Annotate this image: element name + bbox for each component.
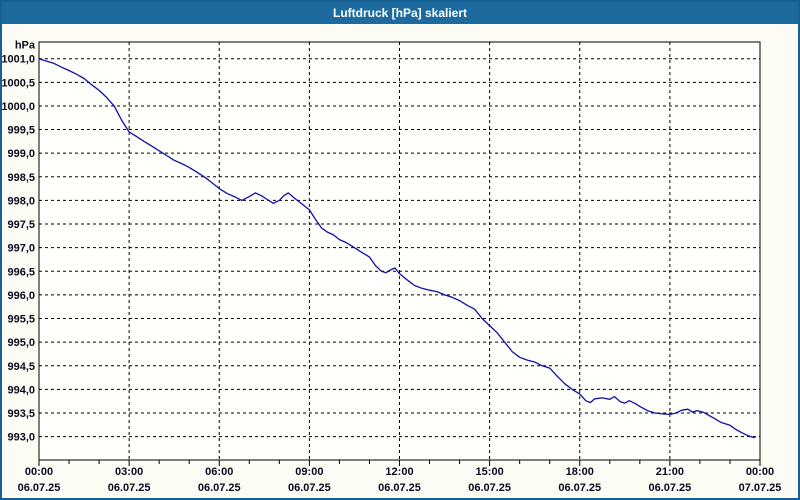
- y-tick-label: 995,0: [7, 337, 35, 349]
- y-tick-label: 1001,0: [2, 54, 35, 66]
- x-tick-date-label: 06.07.25: [288, 482, 331, 494]
- chart-container: 1001,0 1000,5 1000,0 999,5 999,0 998,5 998,0 99…: [1, 24, 798, 498]
- y-tick-label: 1000,0: [2, 101, 35, 113]
- y-tick-label: 994,0: [7, 384, 35, 396]
- x-tick-time-label: 00:00: [25, 466, 53, 478]
- x-tick-time-label: 00:00: [746, 466, 774, 478]
- window-titlebar: Luftdruck [hPa] skaliert: [2, 2, 798, 24]
- x-tick-time-label: 12:00: [385, 466, 413, 478]
- window-title: Luftdruck [hPa] skaliert: [332, 6, 468, 20]
- y-axis-unit-label: hPa: [15, 40, 36, 52]
- x-tick-time-label: 21:00: [656, 466, 684, 478]
- y-tick-label: 999,0: [7, 148, 35, 160]
- x-tick-time-label: 03:00: [115, 466, 143, 478]
- y-tick-label: 993,0: [7, 432, 35, 444]
- y-tick-label: 993,5: [7, 408, 35, 420]
- pressure-line-chart: 1001,0 1000,5 1000,0 999,5 999,0 998,5 998,0 99…: [1, 40, 782, 494]
- y-tick-label: 1000,5: [2, 77, 35, 89]
- x-tick-date-label: 07.07.25: [739, 482, 782, 494]
- x-tick-date-label: 06.07.25: [18, 482, 61, 494]
- y-tick-label: 996,5: [7, 266, 35, 278]
- y-tick-label: 995,5: [7, 314, 35, 326]
- x-tick-time-label: 09:00: [295, 466, 323, 478]
- x-tick-date-label: 06.07.25: [378, 482, 421, 494]
- x-tick-date-label: 06.07.25: [108, 482, 151, 494]
- y-tick-label: 999,5: [7, 125, 35, 137]
- x-tick-time-label: 18:00: [566, 466, 594, 478]
- pressure-curve: [38, 58, 757, 439]
- y-tick-label: 998,0: [7, 195, 35, 207]
- x-tick-time-label: 15:00: [476, 466, 504, 478]
- x-tick-date-label: 06.07.25: [198, 482, 241, 494]
- y-tick-label: 998,5: [7, 172, 35, 184]
- x-tick-time-label: 06:00: [205, 466, 233, 478]
- y-tick-label: 997,0: [7, 243, 35, 255]
- x-tick-date-label: 06.07.25: [468, 482, 511, 494]
- y-tick-label: 994,5: [7, 361, 35, 373]
- y-tick-label: 996,0: [7, 290, 35, 302]
- plot-border: [38, 41, 761, 461]
- x-tick-date-label: 06.07.25: [558, 482, 601, 494]
- y-tick-label: 997,5: [7, 219, 35, 231]
- x-tick-date-label: 06.07.25: [648, 482, 691, 494]
